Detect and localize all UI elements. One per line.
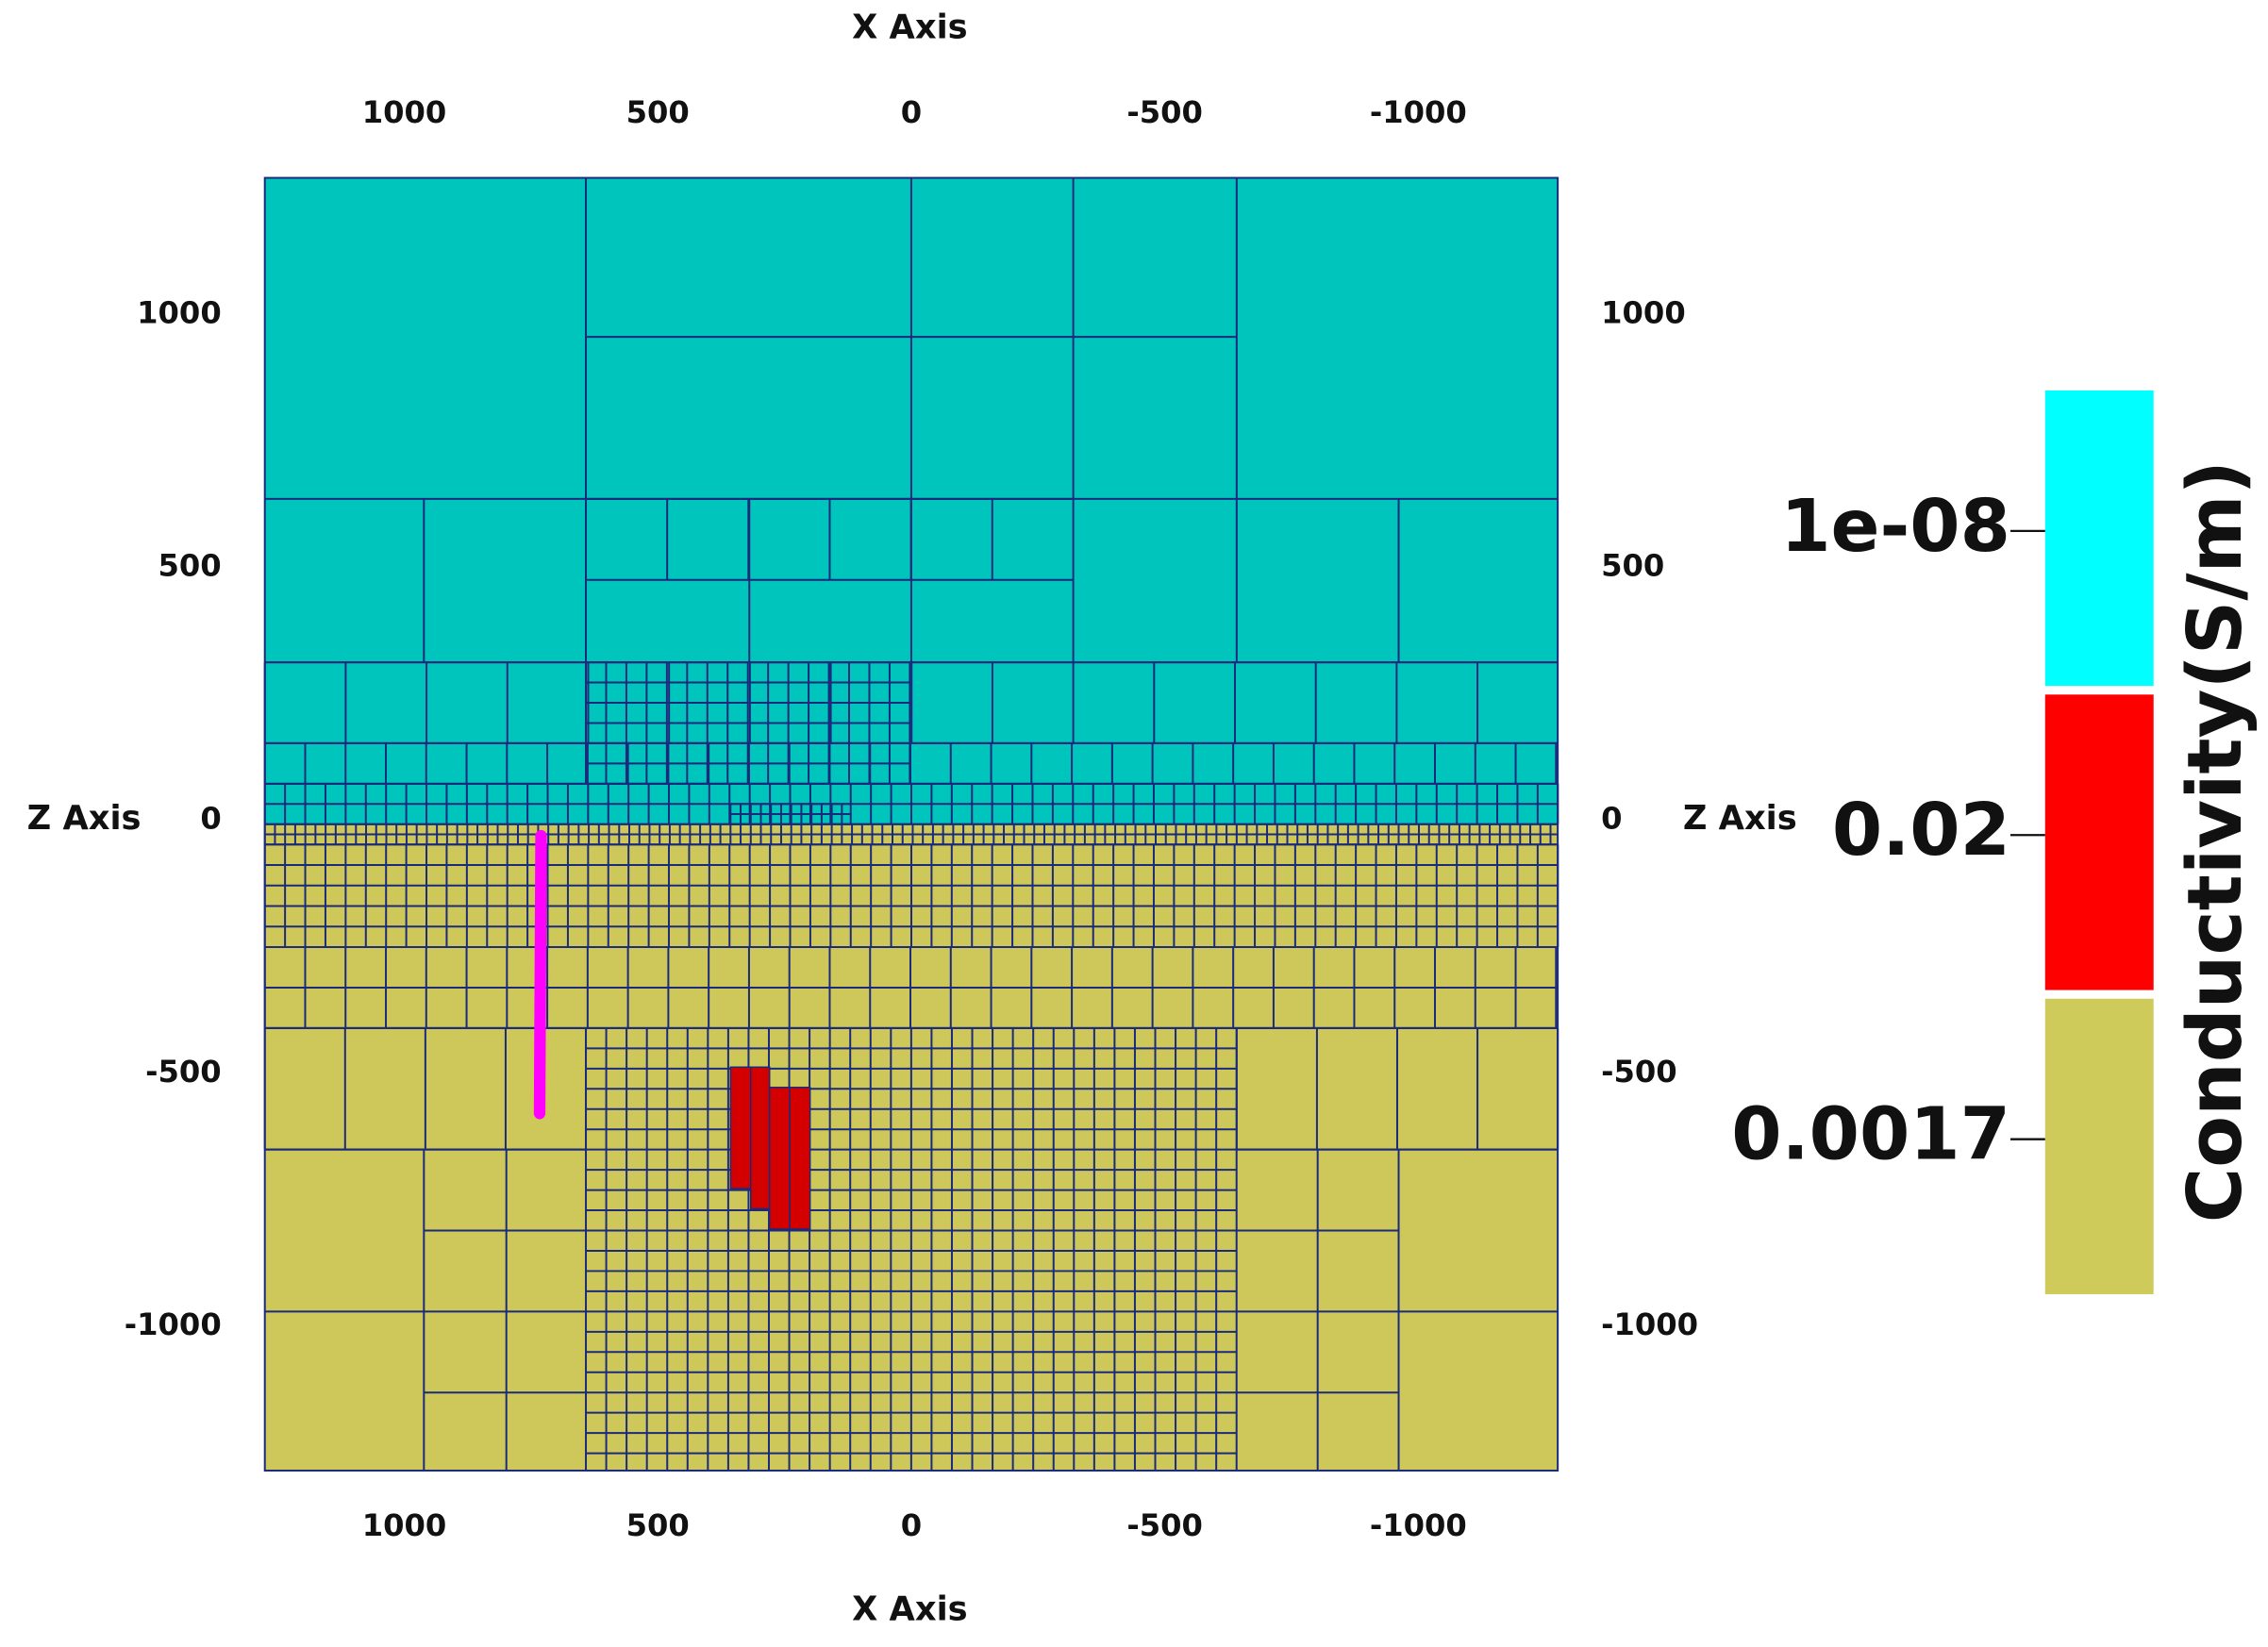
y-tick-label: 500	[158, 548, 222, 584]
legend-label: 0.0017	[1731, 1093, 2010, 1177]
x-tick-label: -1000	[1370, 94, 1467, 130]
y-tick-label: 1000	[137, 294, 222, 330]
y-tick-label: -500	[1601, 1054, 1677, 1090]
anomaly	[729, 1066, 811, 1230]
y-tick-label: -500	[145, 1054, 222, 1090]
y-tick-label: 0	[200, 801, 221, 837]
mesh	[263, 177, 1559, 1471]
legend-title: Conductivity(S/m)	[2171, 460, 2259, 1223]
x-axis-title: X Axis	[852, 8, 968, 47]
y-tick-label: 1000	[1601, 294, 1686, 330]
x-tick-label: 0	[901, 94, 922, 130]
y-tick-label: -1000	[1601, 1306, 1698, 1342]
plot-frame	[263, 176, 1559, 1472]
legend-swatch	[2044, 694, 2154, 990]
borehole	[533, 829, 547, 1120]
y-tick-label: 500	[1601, 548, 1664, 584]
x-tick-label: 500	[626, 94, 690, 130]
legend-swatch	[2044, 390, 2154, 687]
y-tick-label: 0	[1601, 801, 1622, 837]
y-axis-title: Z Axis	[27, 799, 142, 838]
legend-label: 0.02	[1832, 789, 2010, 873]
x-tick-label: 1000	[362, 1507, 447, 1543]
x-tick-label: 1000	[362, 94, 447, 130]
x-tick-label: -500	[1126, 94, 1203, 130]
x-tick-label: -1000	[1370, 1507, 1467, 1543]
x-tick-label: 500	[626, 1507, 690, 1543]
legend-swatch	[2044, 998, 2154, 1294]
x-tick-label: 0	[901, 1507, 922, 1543]
y-tick-label: -1000	[125, 1306, 222, 1342]
legend-label: 1e-08	[1780, 485, 2010, 569]
x-axis-title: X Axis	[852, 1590, 968, 1629]
x-tick-label: -500	[1126, 1507, 1203, 1543]
y-axis-title: Z Axis	[1683, 799, 1797, 838]
